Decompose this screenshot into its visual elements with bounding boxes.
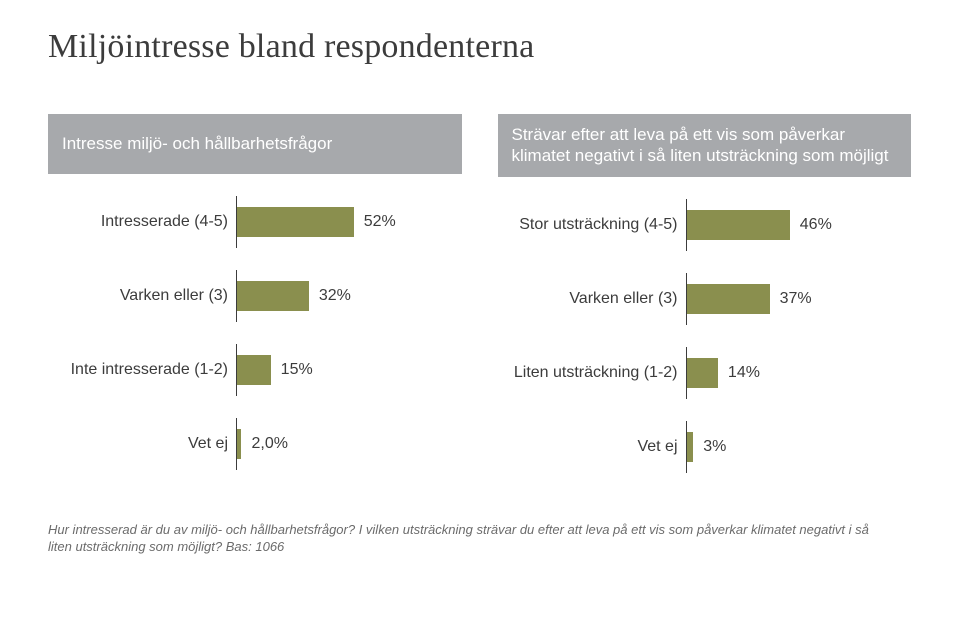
bar-value: 3% xyxy=(703,438,726,456)
category-label: Stor utsträckning (4-5) xyxy=(498,216,686,234)
category-label: Intresserade (4-5) xyxy=(48,213,236,231)
category-label: Vet ej xyxy=(48,435,236,453)
chart-row: Varken eller (3) 37% xyxy=(498,279,912,319)
bar-value: 32% xyxy=(319,287,351,305)
left-chart-header: Intresse miljö- och hållbarhetsfrågor xyxy=(48,114,462,174)
bar-fill xyxy=(237,207,354,237)
chart-row: Vet ej 2,0% xyxy=(48,424,462,464)
left-chart-rows: Intresserade (4-5) 52% Varken eller (3) … xyxy=(48,202,462,464)
category-label: Varken eller (3) xyxy=(498,290,686,308)
category-label: Inte intresserade (1-2) xyxy=(48,361,236,379)
bar-track: 52% xyxy=(236,202,462,242)
bar-value: 15% xyxy=(281,361,313,379)
bar-track: 3% xyxy=(686,427,912,467)
right-chart-header: Strävar efter att leva på ett vis som på… xyxy=(498,114,912,177)
bar-fill xyxy=(687,210,790,240)
bar-fill xyxy=(687,284,770,314)
right-chart-rows: Stor utsträckning (4-5) 46% Varken eller… xyxy=(498,205,912,467)
bar-fill xyxy=(237,429,241,459)
bar-track: 32% xyxy=(236,276,462,316)
charts-container: Intresse miljö- och hållbarhetsfrågor In… xyxy=(48,114,911,467)
chart-row: Inte intresserade (1-2) 15% xyxy=(48,350,462,390)
category-label: Liten utsträckning (1-2) xyxy=(498,364,686,382)
chart-row: Liten utsträckning (1-2) 14% xyxy=(498,353,912,393)
bar-value: 2,0% xyxy=(251,435,287,453)
bar-value: 52% xyxy=(364,213,396,231)
category-label: Vet ej xyxy=(498,438,686,456)
chart-row: Varken eller (3) 32% xyxy=(48,276,462,316)
bar-track: 46% xyxy=(686,205,912,245)
bar-track: 2,0% xyxy=(236,424,462,464)
bar-value: 14% xyxy=(728,364,760,382)
bar-fill xyxy=(237,355,271,385)
footnote-text: Hur intresserad är du av miljö- och håll… xyxy=(48,521,911,556)
bar-track: 37% xyxy=(686,279,912,319)
chart-row: Intresserade (4-5) 52% xyxy=(48,202,462,242)
bar-value: 37% xyxy=(780,290,812,308)
chart-row: Stor utsträckning (4-5) 46% xyxy=(498,205,912,245)
bar-value: 46% xyxy=(800,216,832,234)
right-chart: Strävar efter att leva på ett vis som på… xyxy=(498,114,912,467)
bar-fill xyxy=(687,358,718,388)
bar-fill xyxy=(237,281,309,311)
category-label: Varken eller (3) xyxy=(48,287,236,305)
page-title: Miljöintresse bland respondenterna xyxy=(48,28,911,66)
chart-row: Vet ej 3% xyxy=(498,427,912,467)
bar-fill xyxy=(687,432,694,462)
bar-track: 15% xyxy=(236,350,462,390)
bar-track: 14% xyxy=(686,353,912,393)
left-chart: Intresse miljö- och hållbarhetsfrågor In… xyxy=(48,114,462,467)
